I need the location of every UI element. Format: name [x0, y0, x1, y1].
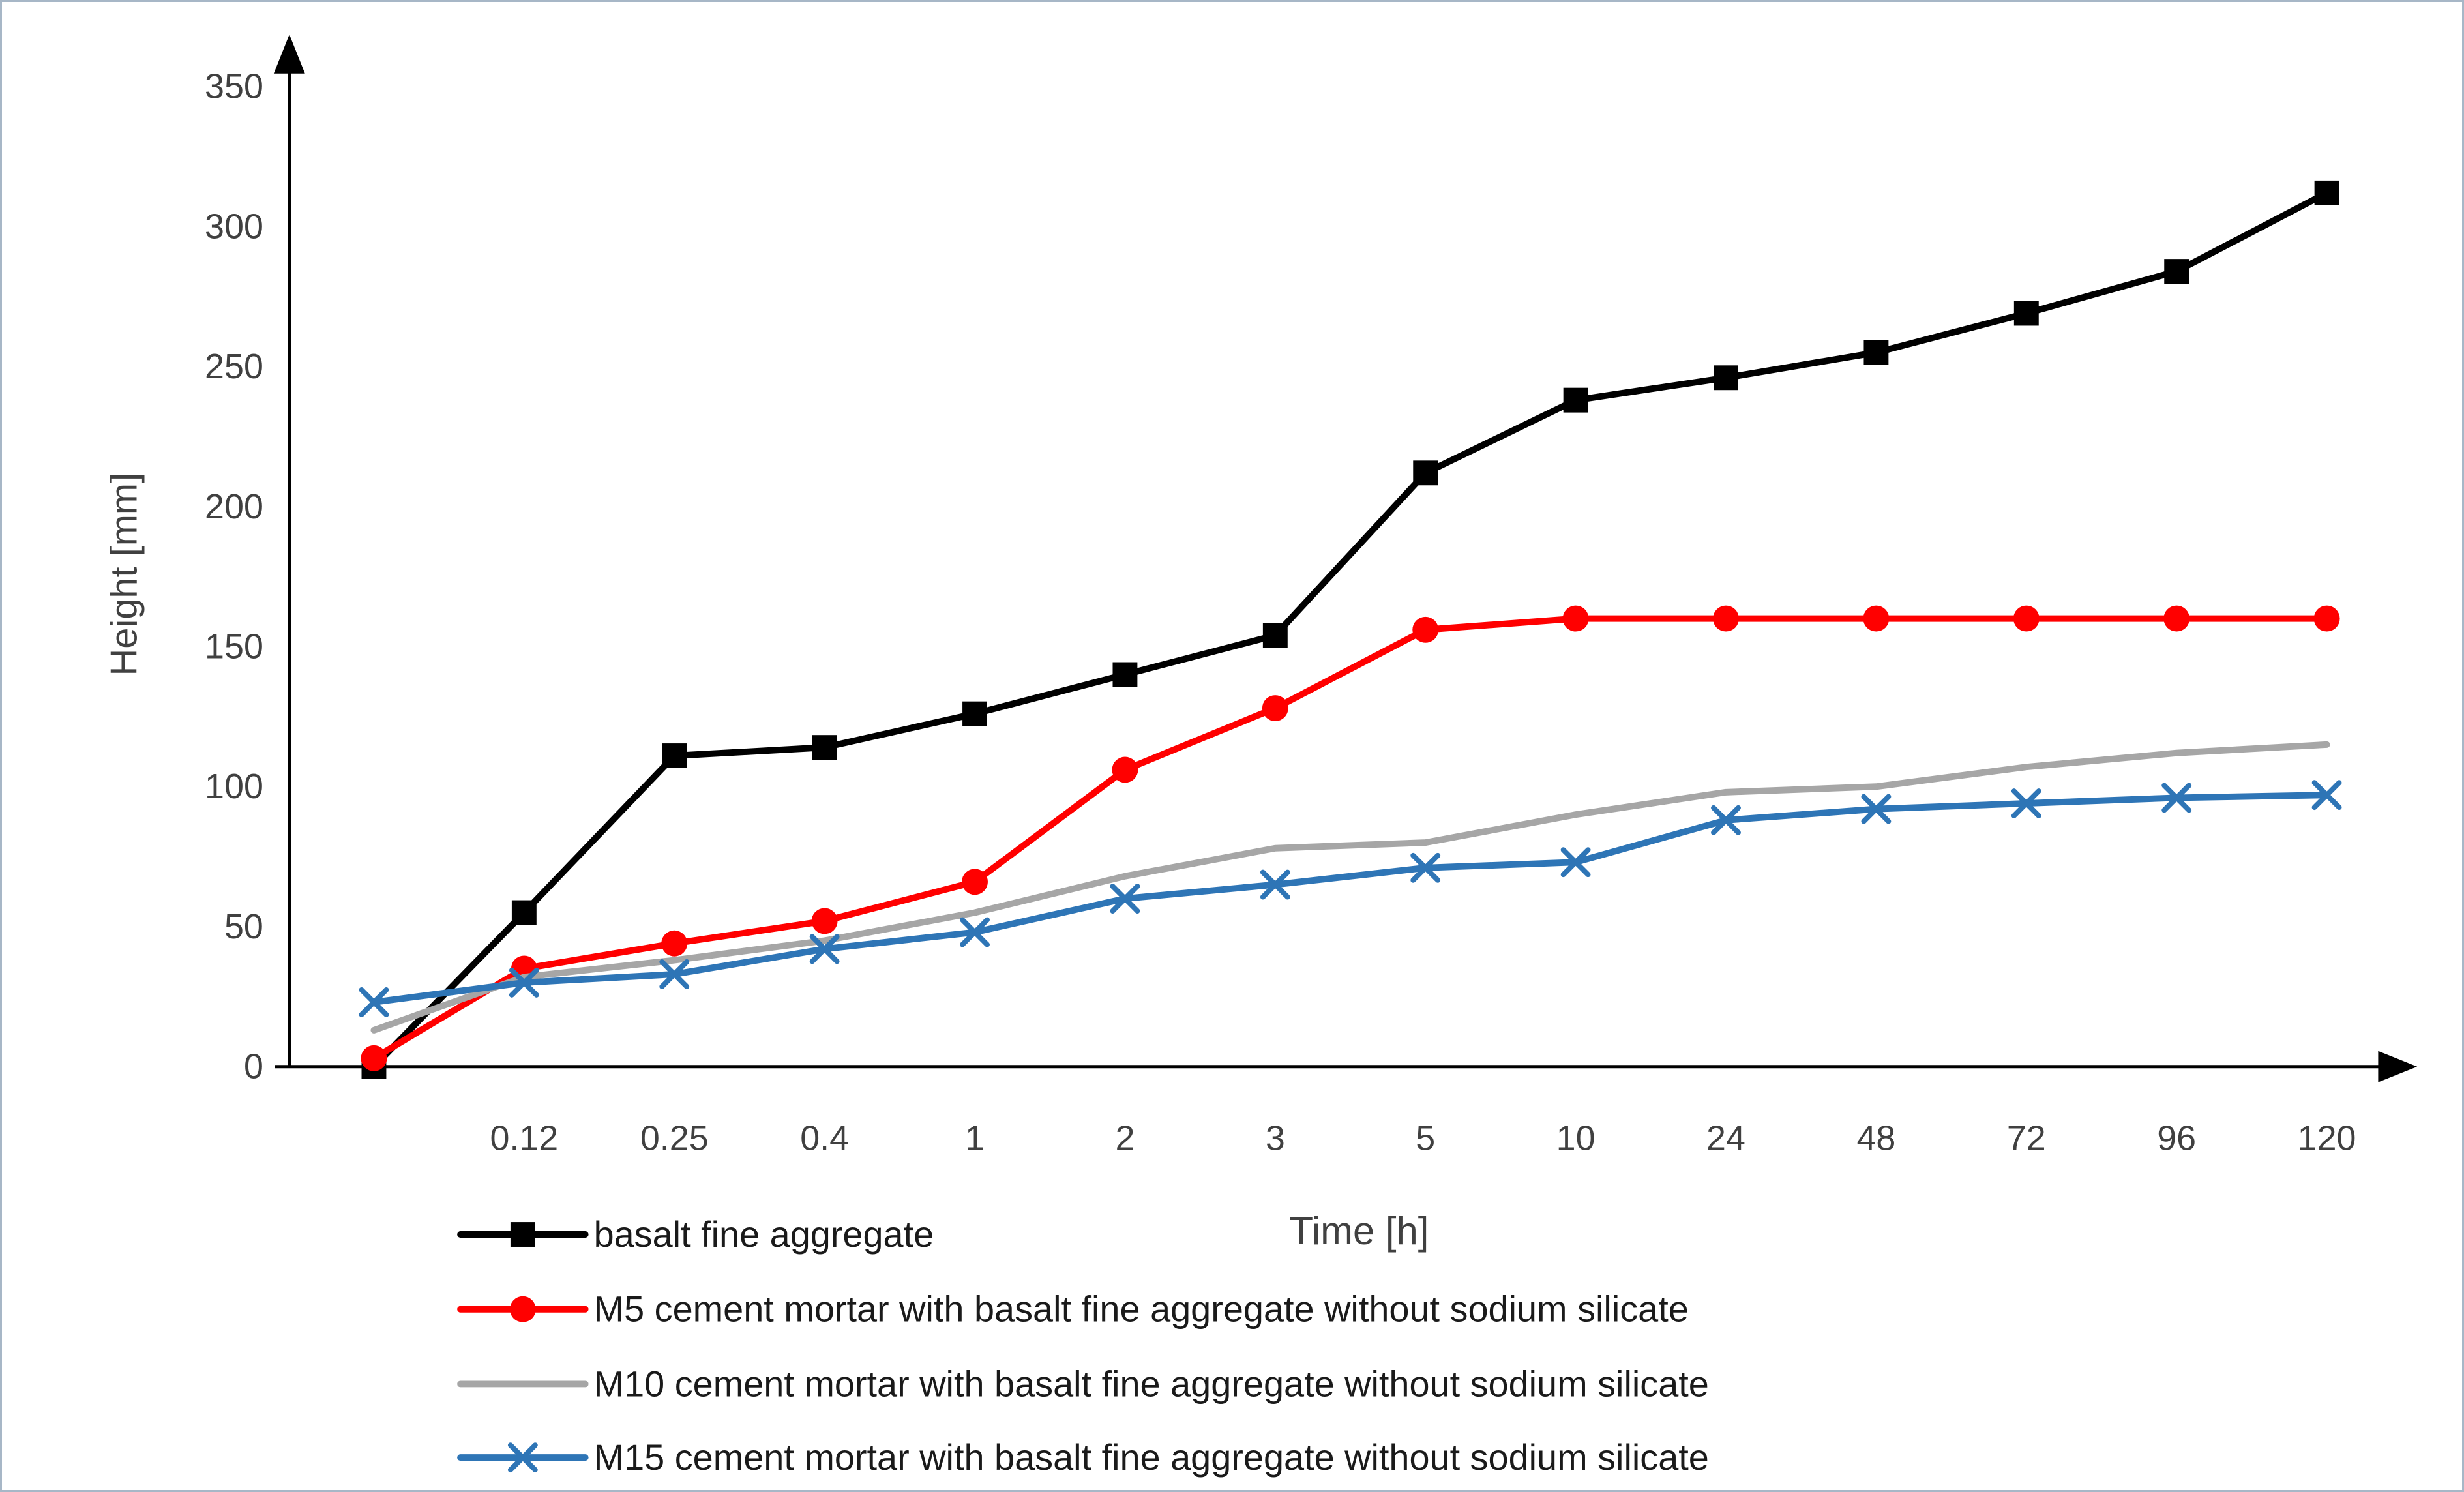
series-marker-1: [2013, 605, 2040, 632]
series-marker-legend-3: [507, 1442, 538, 1473]
series-marker-0: [1563, 387, 1588, 413]
series-marker-1: [1412, 616, 1439, 643]
legend-label: M15 cement mortar with basalt fine aggre…: [594, 1437, 1709, 1478]
series-marker-0: [2314, 180, 2339, 205]
series-marker-3: [2161, 783, 2192, 813]
series-marker-3: [1410, 852, 1441, 883]
series-3: [359, 780, 2342, 1017]
series-marker-0: [511, 900, 537, 925]
y-tick-label: 100: [205, 767, 263, 806]
series-marker-0: [1112, 662, 1138, 687]
x-tick-label: 0.12: [490, 1118, 558, 1157]
x-tick-label: 5: [1416, 1118, 1435, 1157]
y-tick-label: 200: [205, 487, 263, 526]
series-marker-1: [1562, 605, 1589, 632]
series-marker-1: [2163, 605, 2190, 632]
series-marker-3: [2311, 780, 2342, 811]
series-marker-3: [809, 934, 840, 964]
legend-item: M10 cement mortar with basalt fine aggre…: [457, 1363, 1709, 1404]
series-marker-1: [361, 1045, 387, 1071]
y-tick-label: 0: [244, 1047, 263, 1086]
series-marker-1: [1262, 695, 1288, 721]
series-line-3: [370, 792, 2330, 1006]
x-tick-label: 24: [1706, 1118, 1745, 1157]
legend-item: basalt fine aggregate: [457, 1214, 934, 1255]
series-marker-0: [962, 701, 987, 726]
x-tick-label: 120: [2298, 1118, 2356, 1157]
series-marker-0: [1413, 460, 1438, 486]
x-tick-label: 2: [1115, 1118, 1135, 1157]
series-marker-3: [659, 959, 690, 989]
series-marker-3: [509, 967, 539, 998]
y-tick-label: 50: [224, 907, 263, 946]
series-marker-3: [1560, 847, 1591, 878]
series-1: [361, 605, 2340, 1071]
x-tick-label: 0.4: [800, 1118, 849, 1157]
x-tick-label: 10: [1556, 1118, 1596, 1157]
series-marker-0: [812, 735, 837, 760]
series-marker-legend-1: [509, 1296, 536, 1322]
series-marker-1: [811, 908, 838, 934]
series-line-0: [370, 189, 2330, 1070]
series-marker-0: [2013, 301, 2039, 326]
legend-item: M5 cement mortar with basalt fine aggreg…: [457, 1289, 1689, 1330]
series-marker-3: [1861, 794, 1892, 824]
x-tick-label: 72: [2007, 1118, 2046, 1157]
y-tick-label: 350: [205, 67, 263, 106]
series-marker-0: [2164, 259, 2189, 284]
series-marker-1: [661, 930, 688, 957]
series-2: [370, 741, 2330, 1034]
series-marker-3: [1711, 805, 1741, 835]
series-marker-0: [1262, 623, 1288, 648]
y-tick-label: 150: [205, 627, 263, 666]
legend-item: M15 cement mortar with basalt fine aggre…: [457, 1437, 1709, 1478]
series-marker-1: [1713, 605, 1739, 632]
legend-label: M5 cement mortar with basalt fine aggreg…: [594, 1289, 1689, 1330]
y-tick-label: 300: [205, 207, 263, 246]
series-line-2: [370, 741, 2330, 1034]
y-axis-arrow: [273, 34, 305, 74]
series-marker-1: [1863, 605, 1890, 632]
x-tick-label: 0.25: [640, 1118, 709, 1157]
series-line-1: [370, 615, 2330, 1062]
legend-label: basalt fine aggregate: [594, 1214, 934, 1255]
series-marker-1: [2313, 605, 2340, 632]
series-marker-3: [2011, 788, 2041, 818]
series-marker-legend-0: [510, 1222, 535, 1247]
x-tick-label: 3: [1266, 1118, 1285, 1157]
x-tick-label: 96: [2157, 1118, 2196, 1157]
legend-label: M10 cement mortar with basalt fine aggre…: [594, 1363, 1709, 1404]
series-marker-3: [960, 917, 990, 947]
x-tick-label: 48: [1856, 1118, 1895, 1157]
series-marker-1: [962, 869, 988, 895]
series-marker-0: [1714, 365, 1738, 391]
series-marker-0: [1863, 340, 1889, 365]
x-tick-label: 1: [965, 1118, 985, 1157]
series-marker-3: [1260, 869, 1290, 900]
x-axis-title: Time [h]: [1290, 1209, 1429, 1253]
x-axis-arrow: [2378, 1051, 2418, 1082]
series-marker-3: [359, 987, 389, 1017]
y-axis-title: Height [mm]: [103, 473, 145, 676]
series-marker-3: [1110, 884, 1140, 914]
series-marker-1: [1112, 756, 1138, 783]
y-tick-label: 250: [205, 347, 263, 386]
series-marker-0: [662, 743, 687, 768]
